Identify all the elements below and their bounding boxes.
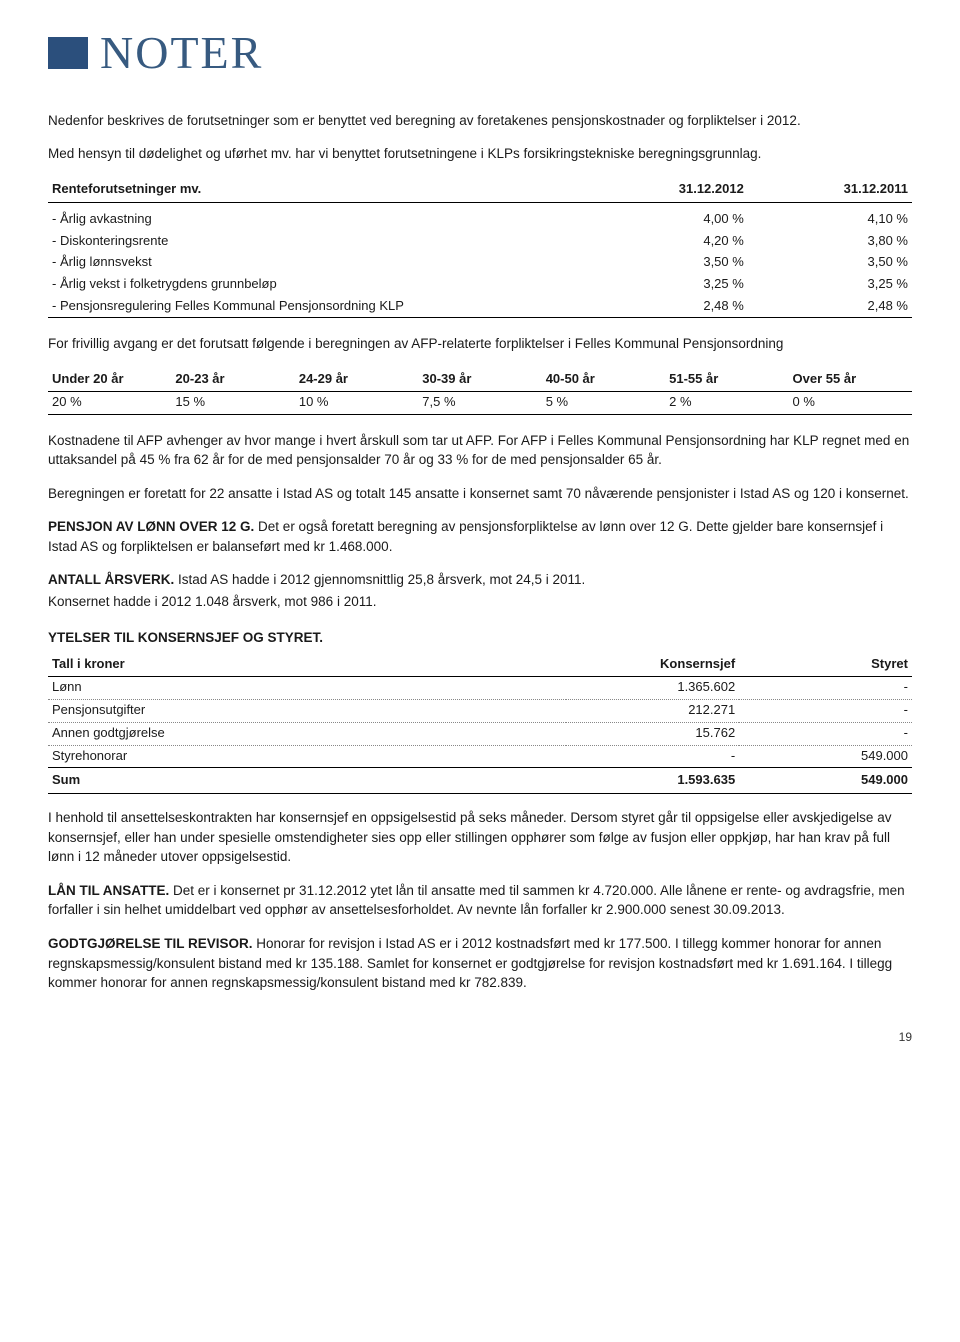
row-value: 549.000 xyxy=(739,768,912,794)
row-label: - Diskonteringsrente xyxy=(48,230,584,252)
table-header-cell: 24-29 år xyxy=(295,368,418,391)
row-value: - xyxy=(739,722,912,745)
paragraph: GODTGJØRELSE TIL REVISOR. Honorar for re… xyxy=(48,934,912,993)
row-value: 3,25 % xyxy=(748,274,912,296)
paragraph: Kostnadene til AFP avhenger av hvor mang… xyxy=(48,431,912,470)
table-header-col3: 31.12.2011 xyxy=(748,178,912,202)
table-header-cell: 30-39 år xyxy=(418,368,541,391)
table-header-cell: Konsernsjef xyxy=(566,653,739,676)
row-value: 0 % xyxy=(789,391,912,414)
paragraph: Konsernet hadde i 2012 1.048 årsverk, mo… xyxy=(48,592,912,612)
paragraph: For frivillig avgang er det forutsatt fø… xyxy=(48,334,912,354)
paragraph-text: Det er i konsernet pr 31.12.2012 ytet lå… xyxy=(48,883,905,918)
inline-heading: GODTGJØRELSE TIL REVISOR. xyxy=(48,936,253,951)
table-header-cell: 20-23 år xyxy=(171,368,294,391)
row-label: - Årlig vekst i folketrygdens grunnbeløp xyxy=(48,274,584,296)
row-label: Sum xyxy=(48,768,566,794)
row-value: 10 % xyxy=(295,391,418,414)
row-value: - xyxy=(739,699,912,722)
row-value: 5 % xyxy=(542,391,665,414)
row-label: - Pensjonsregulering Felles Kommunal Pen… xyxy=(48,296,584,318)
table-header-cell: Under 20 år xyxy=(48,368,171,391)
row-label: - Årlig avkastning xyxy=(48,208,584,230)
paragraph: LÅN TIL ANSATTE. Det er i konsernet pr 3… xyxy=(48,881,912,920)
paragraph: PENSJON AV LØNN OVER 12 G. Det er også f… xyxy=(48,517,912,556)
table-header-row: Under 20 år 20-23 år 24-29 år 30-39 år 4… xyxy=(48,368,912,391)
table-row: - Årlig avkastning 4,00 % 4,10 % xyxy=(48,208,912,230)
row-value: 3,80 % xyxy=(748,230,912,252)
row-value: 1.593.635 xyxy=(566,768,739,794)
row-value: - xyxy=(739,676,912,699)
table-row: - Årlig vekst i folketrygdens grunnbeløp… xyxy=(48,274,912,296)
row-label: Lønn xyxy=(48,676,566,699)
row-value: 1.365.602 xyxy=(566,676,739,699)
row-value: 3,25 % xyxy=(584,274,748,296)
section-heading: YTELSER TIL KONSERNSJEF OG STYRET. xyxy=(48,628,912,648)
table-row: 20 % 15 % 10 % 7,5 % 5 % 2 % 0 % xyxy=(48,391,912,414)
inline-heading: LÅN TIL ANSATTE. xyxy=(48,883,169,898)
row-value: 3,50 % xyxy=(748,252,912,274)
page-number: 19 xyxy=(48,1029,912,1046)
row-value: 2,48 % xyxy=(748,296,912,318)
page-title: NOTER xyxy=(100,20,263,87)
table-header-cell: Tall i kroner xyxy=(48,653,566,676)
row-value: 3,50 % xyxy=(584,252,748,274)
intro-paragraph-2: Med hensyn til dødelighet og uførhet mv.… xyxy=(48,144,912,164)
table-row: - Diskonteringsrente 4,20 % 3,80 % xyxy=(48,230,912,252)
inline-heading: ANTALL ÅRSVERK. xyxy=(48,572,174,587)
table-header-row: Renteforutsetninger mv. 31.12.2012 31.12… xyxy=(48,178,912,202)
row-label: - Årlig lønnsvekst xyxy=(48,252,584,274)
paragraph: Beregningen er foretatt for 22 ansatte i… xyxy=(48,484,912,504)
table-header-col2: 31.12.2012 xyxy=(584,178,748,202)
table-sum-row: Sum 1.593.635 549.000 xyxy=(48,768,912,794)
row-value: 15.762 xyxy=(566,722,739,745)
page-header: NOTER xyxy=(48,20,912,87)
table-header-cell: 51-55 år xyxy=(665,368,788,391)
row-value: 549.000 xyxy=(739,745,912,768)
paragraph: ANTALL ÅRSVERK. Istad AS hadde i 2012 gj… xyxy=(48,570,912,590)
table-row: Lønn 1.365.602 - xyxy=(48,676,912,699)
age-bracket-table: Under 20 år 20-23 år 24-29 år 30-39 år 4… xyxy=(48,368,912,415)
table-header-cell: Over 55 år xyxy=(789,368,912,391)
table-header-cell: 40-50 år xyxy=(542,368,665,391)
row-value: 2,48 % xyxy=(584,296,748,318)
assumptions-table: Renteforutsetninger mv. 31.12.2012 31.12… xyxy=(48,178,912,319)
row-label: Pensjonsutgifter xyxy=(48,699,566,722)
intro-paragraph-1: Nedenfor beskrives de forutsetninger som… xyxy=(48,111,912,131)
row-value: 2 % xyxy=(665,391,788,414)
row-value: 4,20 % xyxy=(584,230,748,252)
table-row: Annen godtgjørelse 15.762 - xyxy=(48,722,912,745)
row-value: 20 % xyxy=(48,391,171,414)
table-row: Pensjonsutgifter 212.271 - xyxy=(48,699,912,722)
table-header-cell: Styret xyxy=(739,653,912,676)
inline-heading: PENSJON AV LØNN OVER 12 G. xyxy=(48,519,254,534)
table-row: Styrehonorar - 549.000 xyxy=(48,745,912,768)
paragraph-text: Istad AS hadde i 2012 gjennomsnittlig 25… xyxy=(174,572,585,587)
table-row: - Pensjonsregulering Felles Kommunal Pen… xyxy=(48,296,912,318)
row-label: Annen godtgjørelse xyxy=(48,722,566,745)
row-value: 7,5 % xyxy=(418,391,541,414)
row-value: 212.271 xyxy=(566,699,739,722)
paragraph: I henhold til ansettelseskontrakten har … xyxy=(48,808,912,867)
row-value: 15 % xyxy=(171,391,294,414)
row-label: Styrehonorar xyxy=(48,745,566,768)
table-row: - Årlig lønnsvekst 3,50 % 3,50 % xyxy=(48,252,912,274)
table-header-row: Tall i kroner Konsernsjef Styret xyxy=(48,653,912,676)
header-accent-square xyxy=(48,37,88,69)
row-value: 4,00 % xyxy=(584,208,748,230)
compensation-table: Tall i kroner Konsernsjef Styret Lønn 1.… xyxy=(48,653,912,794)
table-header-label: Renteforutsetninger mv. xyxy=(48,178,584,202)
row-value: - xyxy=(566,745,739,768)
row-value: 4,10 % xyxy=(748,208,912,230)
